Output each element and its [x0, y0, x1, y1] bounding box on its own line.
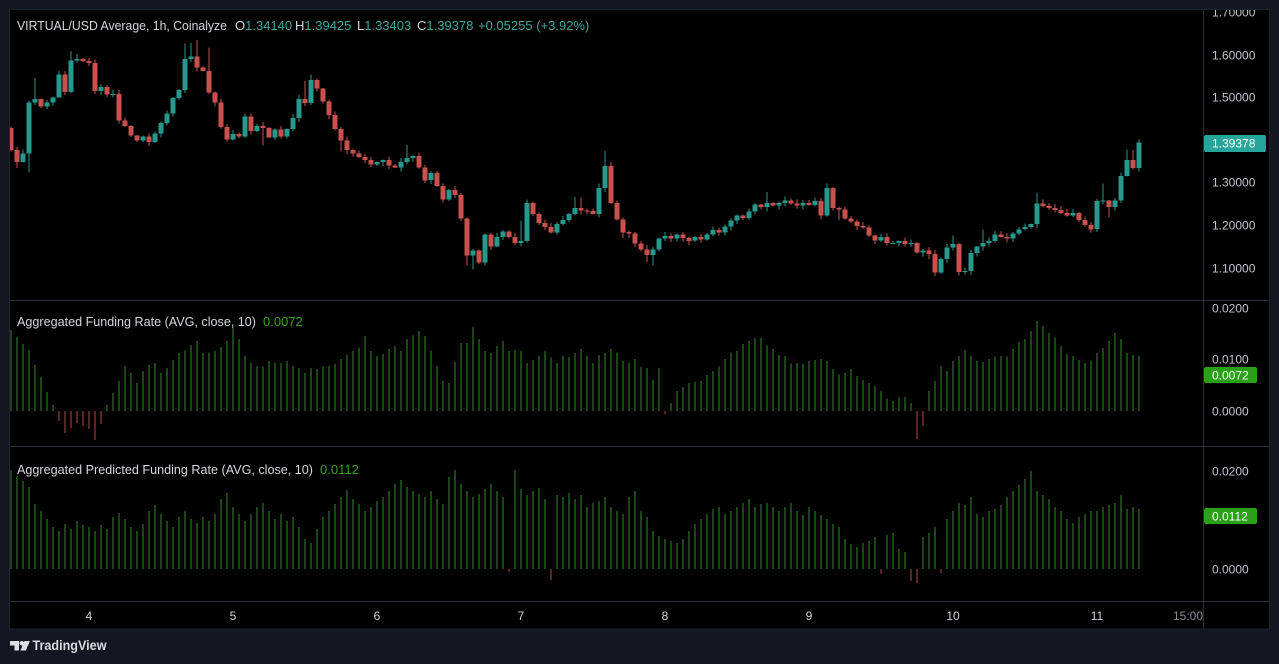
svg-text:Aggregated Predicted Funding R: Aggregated Predicted Funding Rate (AVG, …	[17, 462, 313, 477]
svg-text:5: 5	[230, 609, 237, 623]
svg-text:VIRTUAL/USD Average, 1h, Coina: VIRTUAL/USD Average, 1h, Coinalyze	[17, 18, 227, 33]
svg-text:1.39378: 1.39378	[1212, 137, 1256, 151]
svg-text:0.0072: 0.0072	[1212, 369, 1249, 383]
svg-text:1.30000: 1.30000	[1212, 176, 1256, 190]
svg-text:7: 7	[518, 609, 525, 623]
svg-text:6: 6	[374, 609, 381, 623]
svg-text:O1.34140: O1.34140	[235, 18, 292, 33]
svg-text:+0.05255 (+3.92%): +0.05255 (+3.92%)	[478, 18, 589, 33]
svg-text:0.0200: 0.0200	[1212, 465, 1249, 479]
svg-text:10: 10	[946, 609, 960, 623]
svg-text:1.20000: 1.20000	[1212, 219, 1256, 233]
svg-text:0.0000: 0.0000	[1212, 563, 1249, 577]
svg-text:0.0112: 0.0112	[320, 462, 359, 477]
svg-text:0.0072: 0.0072	[263, 314, 303, 329]
svg-text:H1.39425: H1.39425	[295, 18, 351, 33]
svg-text:L1.33403: L1.33403	[357, 18, 411, 33]
svg-text:15:00: 15:00	[1173, 609, 1203, 623]
svg-text:9: 9	[806, 609, 813, 623]
svg-text:0.0112: 0.0112	[1212, 510, 1248, 524]
svg-text:1.60000: 1.60000	[1212, 49, 1256, 63]
svg-text:8: 8	[662, 609, 669, 623]
svg-text:4: 4	[86, 609, 93, 623]
svg-text:0.0200: 0.0200	[1212, 302, 1249, 316]
svg-text:0.0100: 0.0100	[1212, 353, 1249, 367]
svg-text:11: 11	[1091, 609, 1104, 623]
svg-text:1.50000: 1.50000	[1212, 91, 1256, 105]
svg-text:1.70000: 1.70000	[1212, 6, 1256, 20]
svg-text:1.10000: 1.10000	[1212, 262, 1256, 276]
svg-text:TradingView: TradingView	[33, 638, 107, 653]
svg-text:Aggregated Funding Rate (AVG,: Aggregated Funding Rate (AVG, close, 10)	[17, 314, 256, 329]
svg-text:C1.39378: C1.39378	[417, 18, 473, 33]
svg-text:0.0000: 0.0000	[1212, 405, 1249, 419]
